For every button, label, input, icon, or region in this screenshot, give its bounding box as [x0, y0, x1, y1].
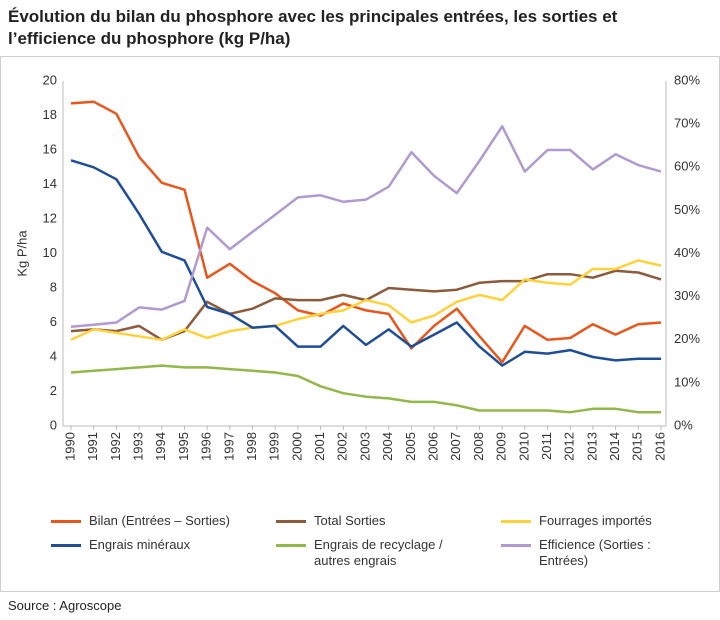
- x-tick-label: 2007: [448, 432, 463, 461]
- legend-swatch: [276, 520, 306, 523]
- y2-tick-label: 0%: [674, 417, 693, 432]
- chart: 0 2 4 6 8 10 12 14 16 18 20 0% 10% 20% 30% 40% 50% 60% 70%…: [14, 72, 700, 461]
- x-tick-label: 2014: [607, 432, 622, 461]
- x-tick-label: 1995: [176, 432, 191, 461]
- legend-swatch: [501, 544, 531, 547]
- y2-tick-label: 70%: [674, 116, 700, 131]
- x-tick-label: 2012: [562, 432, 577, 461]
- legend-label: Engrais de recyclage / autres engrais: [314, 537, 443, 568]
- y2-tick-label: 80%: [674, 72, 700, 87]
- source: Source : Agroscope: [8, 598, 122, 613]
- y-tick-label: 0: [50, 417, 57, 432]
- y-tick-label: 10: [43, 245, 57, 260]
- x-tick-label: 2000: [289, 432, 304, 461]
- x-tick-label: 2013: [584, 432, 599, 461]
- x-tick-label: 1993: [131, 432, 146, 461]
- x-tick-label: 2016: [652, 432, 667, 461]
- legend-entry: Engrais minéraux: [51, 537, 276, 569]
- series-line: [70, 100, 662, 364]
- y2-tick-label: 10%: [674, 374, 700, 389]
- y-tick-label: 14: [43, 176, 57, 191]
- legend-swatch: [501, 520, 531, 523]
- y-tick-label: 20: [43, 72, 57, 87]
- y-tick-label: 12: [43, 210, 57, 225]
- legend-label: Total Sorties: [314, 513, 386, 528]
- legend-label: Bilan (Entrées – Sorties): [89, 513, 230, 528]
- legend-entry: Efficience (Sorties : Entrées): [501, 537, 701, 569]
- x-tick-label: 1999: [267, 432, 282, 461]
- y2-tick-label: 30%: [674, 288, 700, 303]
- y-tick-label: 4: [50, 348, 57, 363]
- x-tick-label: 1998: [244, 432, 259, 461]
- x-tick-label: 2015: [630, 432, 645, 461]
- x-tick-label: 2010: [516, 432, 531, 461]
- x-tick-label: 2005: [403, 432, 418, 461]
- y2-tick-label: 20%: [674, 331, 700, 346]
- x-tick-label: 2006: [426, 432, 441, 461]
- x-tick-label: 1991: [85, 432, 100, 461]
- y-tick-label: 16: [43, 141, 57, 156]
- x-tick-label: 2001: [312, 432, 327, 461]
- y2-tick-label: 60%: [674, 159, 700, 174]
- y-tick-label: 6: [50, 314, 57, 329]
- legend-swatch: [276, 544, 306, 547]
- x-tick-label: 1996: [199, 432, 214, 461]
- y2-tick-label: 50%: [674, 202, 700, 217]
- series-line: [70, 364, 661, 414]
- x-tick-label: 2004: [380, 432, 395, 461]
- legend-label: Engrais minéraux: [89, 537, 191, 552]
- y2-tick-label: 40%: [674, 245, 700, 260]
- chart-title: Évolution du bilan du phosphore avec les…: [8, 7, 618, 48]
- legend-label: Fourrages importés: [539, 513, 652, 528]
- y-tick-label: 2: [50, 383, 57, 398]
- x-tick-label: 2009: [494, 432, 509, 461]
- series-line: [70, 269, 662, 342]
- legend-entry: Bilan (Entrées – Sorties): [51, 513, 276, 529]
- legend: Bilan (Entrées – Sorties) Total Sorties Fo…: [51, 513, 701, 569]
- x-tick-label: 2011: [539, 432, 554, 460]
- chart-panel: 0 2 4 6 8 10 12 14 16 18 20 0% 10% 20% 30% 40% 50% 60% 70%…: [0, 56, 720, 592]
- x-tick-label: 1990: [62, 432, 77, 461]
- x-tick-label: 1994: [153, 432, 168, 461]
- series-line: [70, 259, 662, 342]
- legend-swatch: [51, 520, 81, 523]
- legend-entry: Total Sorties: [276, 513, 501, 529]
- x-tick-label: 1992: [108, 432, 123, 461]
- legend-entry: Engrais de recyclage / autres engrais: [276, 537, 501, 569]
- legend-swatch: [51, 544, 81, 547]
- legend-entry: Fourrages importés: [501, 513, 701, 529]
- x-tick-label: 2008: [471, 432, 486, 461]
- x-tick-label: 2002: [335, 432, 350, 461]
- x-tick-label: 1997: [221, 432, 236, 461]
- y-tick-label: 8: [50, 279, 57, 294]
- x-tick-label: 2003: [357, 432, 372, 461]
- y-tick-label: 18: [43, 107, 57, 122]
- y-axis-label: Kg P/ha: [14, 230, 29, 277]
- legend-label: Efficience (Sorties : Entrées): [539, 537, 651, 568]
- series-line: [70, 159, 661, 367]
- series-line: [70, 125, 662, 329]
